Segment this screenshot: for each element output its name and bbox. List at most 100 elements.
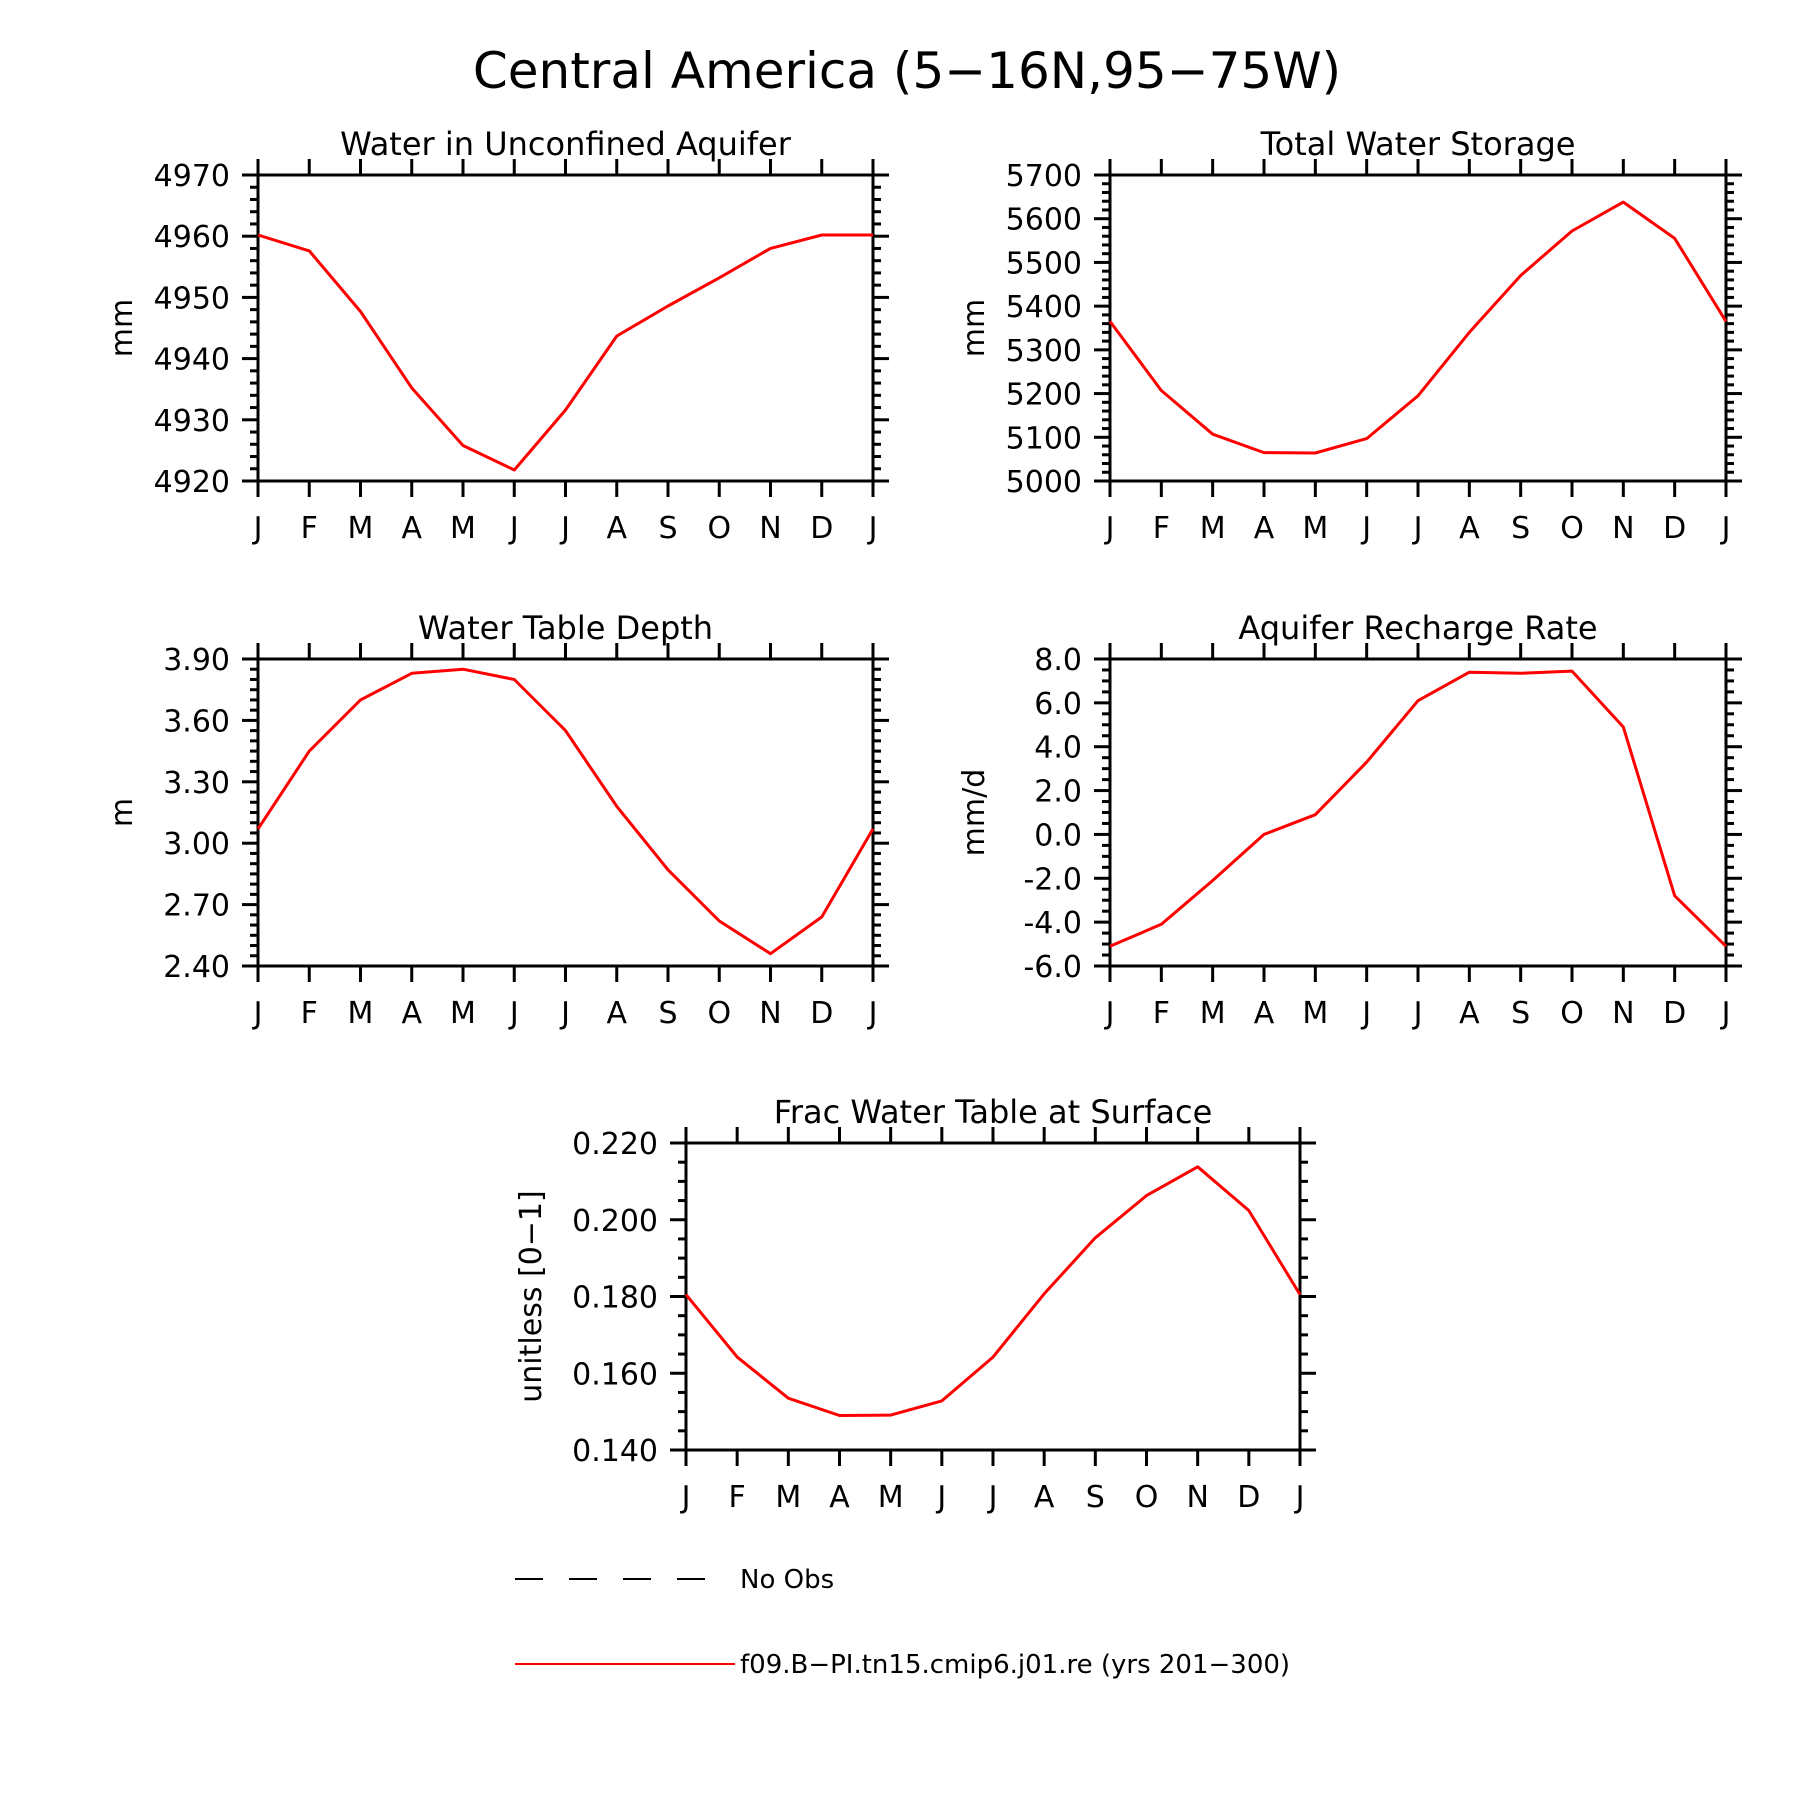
y-tick-label: -6.0 — [1023, 950, 1082, 985]
y-tick-label: 4930 — [154, 404, 230, 439]
x-tick-label: A — [1459, 996, 1480, 1031]
legend-label-model: f09.B−PI.tn15.cmip6.j01.re (yrs 201−300) — [740, 1650, 1290, 1680]
series-line-total-water-storage — [1108, 200, 1728, 455]
x-tick-label: N — [1186, 1480, 1208, 1515]
x-tick-label: D — [1663, 996, 1686, 1031]
x-tick-label: J — [1412, 996, 1423, 1031]
x-tick-label: M — [878, 1480, 904, 1515]
legend-label-no-obs: No Obs — [740, 1565, 834, 1595]
x-tick-label: N — [1612, 996, 1634, 1031]
y-tick-label: 5400 — [1006, 290, 1082, 325]
x-tick-label: O — [707, 511, 731, 546]
x-tick-label: J — [1360, 511, 1371, 546]
x-tick-label: A — [1034, 1480, 1055, 1515]
y-tick-label: 0.220 — [572, 1127, 658, 1162]
x-tick-label: J — [1294, 1480, 1305, 1515]
x-tick-label: M — [1200, 996, 1226, 1031]
series-line-aquifer-recharge-rate — [1109, 669, 1728, 948]
y-tick-label: 0.140 — [572, 1434, 658, 1469]
x-tick-label: F — [1153, 511, 1170, 546]
series-line-water-table-depth — [256, 667, 875, 956]
x-tick-label: A — [1459, 511, 1480, 546]
x-tick-label: M — [1302, 996, 1328, 1031]
series-line-frac-water-table-at-surface — [684, 1165, 1302, 1417]
x-tick-label: J — [559, 511, 570, 546]
x-tick-label: F — [1153, 996, 1170, 1031]
y-tick-label: 0.180 — [572, 1281, 658, 1316]
y-tick-label: 0.0 — [1034, 818, 1082, 853]
x-tick-label: S — [1086, 1480, 1105, 1515]
x-tick-label: F — [301, 996, 318, 1031]
y-tick-label: 4.0 — [1034, 731, 1082, 766]
y-tick-label: 3.90 — [163, 643, 230, 678]
x-tick-label: D — [1237, 1480, 1260, 1515]
x-tick-label: A — [1254, 996, 1275, 1031]
x-tick-label: O — [1135, 1480, 1159, 1515]
x-tick-label: M — [450, 996, 476, 1031]
x-tick-label: N — [759, 996, 781, 1031]
x-tick-label: S — [658, 996, 677, 1031]
x-tick-label: M — [348, 996, 374, 1031]
panel-title: Water in Unconfined Aquifer — [340, 125, 792, 163]
x-tick-label: N — [759, 511, 781, 546]
panel-title: Water Table Depth — [418, 609, 713, 647]
x-tick-label: J — [1720, 996, 1731, 1031]
y-tick-label: 4970 — [154, 159, 230, 194]
y-tick-label: 8.0 — [1034, 643, 1082, 678]
x-tick-label: D — [810, 996, 833, 1031]
y-tick-label: 3.60 — [163, 704, 230, 739]
x-tick-label: J — [508, 996, 519, 1031]
x-tick-label: A — [606, 996, 627, 1031]
x-tick-label: D — [1663, 511, 1686, 546]
x-tick-label: M — [1200, 511, 1226, 546]
panel-title: Aquifer Recharge Rate — [1238, 609, 1597, 647]
y-tick-label: 5000 — [1006, 465, 1082, 500]
x-tick-label: A — [1254, 511, 1275, 546]
y-tick-label: 4960 — [154, 220, 230, 255]
x-tick-label: N — [1612, 511, 1634, 546]
plot-frame — [1108, 173, 1728, 483]
y-tick-label: 3.30 — [163, 766, 230, 801]
x-tick-label: M — [775, 1480, 801, 1515]
plot-frame — [256, 173, 875, 483]
x-tick-label: F — [729, 1480, 746, 1515]
y-tick-label: 5500 — [1006, 246, 1082, 281]
x-tick-label: J — [252, 511, 263, 546]
y-tick-label: 4920 — [154, 465, 230, 500]
plot-frame — [256, 657, 875, 968]
x-tick-label: M — [450, 511, 476, 546]
y-tick-label: 2.0 — [1034, 775, 1082, 810]
y-tick-label: 5100 — [1006, 421, 1082, 456]
legend: No Obs f09.B−PI.tn15.cmip6.j01.re (yrs 2… — [515, 1565, 1290, 1680]
x-tick-label: J — [1360, 996, 1371, 1031]
y-tick-label: 5700 — [1006, 159, 1082, 194]
x-tick-label: A — [401, 996, 422, 1031]
x-tick-label: J — [508, 511, 519, 546]
x-tick-label: J — [987, 1480, 998, 1515]
x-tick-label: A — [829, 1480, 850, 1515]
y-axis-label: unitless [0−1] — [514, 1190, 549, 1402]
x-tick-label: S — [1511, 996, 1530, 1031]
x-tick-label: J — [680, 1480, 691, 1515]
x-tick-label: M — [348, 511, 374, 546]
x-tick-label: O — [1560, 511, 1584, 546]
y-tick-label: 5600 — [1006, 203, 1082, 238]
x-tick-label: M — [1302, 511, 1328, 546]
y-axis-label: mm/d — [957, 769, 992, 857]
x-tick-label: A — [401, 511, 422, 546]
x-tick-label: J — [1104, 996, 1115, 1031]
y-tick-label: 6.0 — [1034, 687, 1082, 722]
y-tick-label: 3.00 — [163, 827, 230, 862]
x-tick-label: O — [707, 996, 731, 1031]
figure-title: Central America (5−16N,95−75W) — [473, 42, 1341, 100]
y-tick-label: 4940 — [154, 343, 230, 378]
y-tick-label: -2.0 — [1023, 862, 1082, 897]
x-tick-label: J — [1720, 511, 1731, 546]
x-tick-label: D — [810, 511, 833, 546]
x-tick-label: A — [606, 511, 627, 546]
y-tick-label: 5300 — [1006, 334, 1082, 369]
